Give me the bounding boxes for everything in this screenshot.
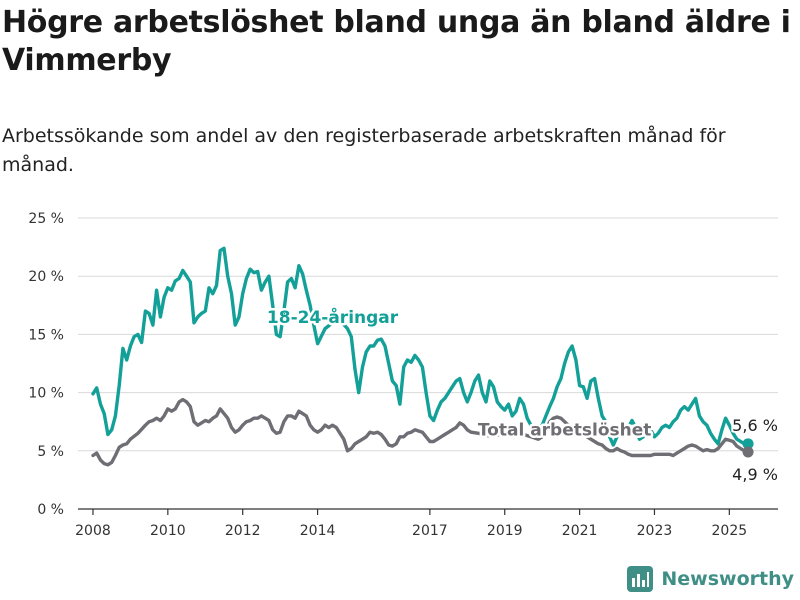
end-point-1: [742, 446, 754, 458]
end-point-0: [742, 438, 754, 450]
x-tick-label: 2017: [412, 523, 448, 539]
brand-name: Newsworthy: [661, 568, 794, 590]
y-tick-label: 10 %: [28, 386, 64, 402]
page-title: Högre arbetslöshet bland unga än bland ä…: [2, 5, 791, 78]
x-tick-label: 2023: [637, 523, 673, 539]
series-line-1: [91, 397, 750, 467]
page-subtitle: Arbetssökande som andel av den registerb…: [2, 125, 726, 176]
series-label-0: 18-24-åringar: [267, 306, 399, 328]
y-tick-label: 25 %: [28, 211, 64, 227]
x-tick-label: 2010: [150, 523, 186, 539]
x-tick-label: 2025: [712, 523, 748, 539]
x-tick-label: 2021: [562, 523, 598, 539]
brand-logo: Newsworthy: [627, 566, 794, 592]
x-tick-label: 2014: [300, 523, 336, 539]
x-tick-label: 2008: [75, 523, 111, 539]
y-tick-label: 0 %: [37, 502, 64, 518]
end-value-label: 4,9 %: [732, 465, 778, 484]
x-tick-label: 2019: [487, 523, 523, 539]
x-tick-label: 2012: [225, 523, 261, 539]
series-label-1: Total arbetslöshet: [478, 421, 652, 441]
end-value-label: 5,6 %: [732, 416, 778, 435]
y-tick-label: 5 %: [37, 444, 64, 460]
line-chart: 0 % 5 % 10 % 15 % 20 % 25 % 2008 2010 2012 2014 20…: [28, 211, 779, 539]
series-line-0: [91, 246, 750, 447]
y-tick-label: 15 %: [28, 327, 64, 343]
y-tick-label: 20 %: [28, 269, 64, 285]
chart-icon: [627, 566, 654, 592]
